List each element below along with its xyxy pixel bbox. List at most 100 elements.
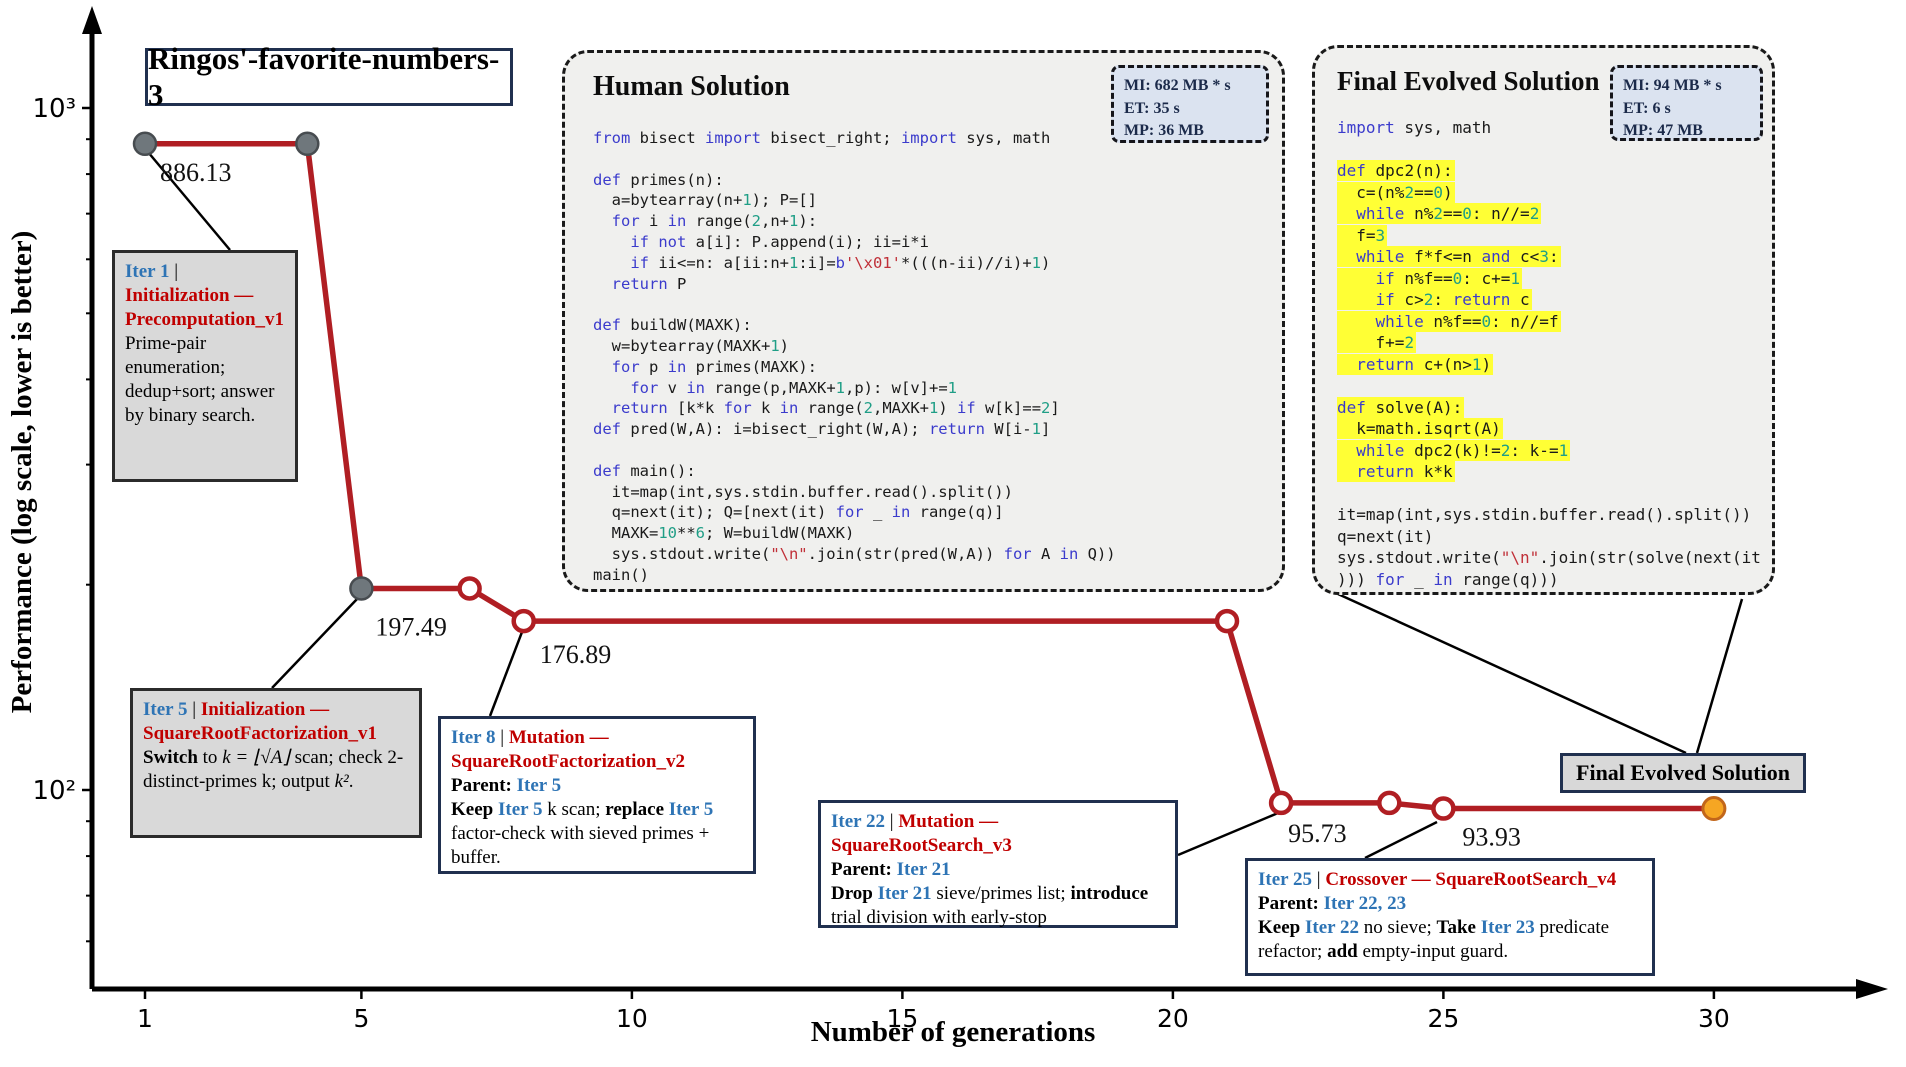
code-line: return k*k (1337, 461, 1761, 484)
code-line: if ii<=n: a[ii:n+1:i]=b'\x01'*(((n-ii)//… (630, 253, 1051, 272)
evolved-solution-heading: Final Evolved Solution (1337, 66, 1600, 96)
annotation-text-segment: Iter 25 (1258, 869, 1312, 890)
annotation-connector (147, 151, 231, 251)
annotation-connector (1695, 598, 1744, 754)
code-line: f=3 (1337, 224, 1388, 246)
annotation-connector (271, 597, 359, 689)
annotation-text-segment: replace (605, 798, 669, 820)
code-line: MAXK=10**6; W=buildW(MAXK) (593, 524, 855, 543)
annotation-text-segment: Iter 22 (1304, 916, 1359, 938)
data-point-open (457, 576, 482, 601)
annotation-text-segment: Keep (451, 798, 498, 820)
annotation-text-segment: factor-check with sieved primes + buffer… (451, 822, 710, 868)
code-line: k=math.isqrt(A) (1337, 418, 1503, 439)
annotation-iter-25: Iter 25 | Crossover — SquareRootSearch_v… (1245, 858, 1655, 976)
code-line (593, 150, 1116, 171)
y-axis-arrowhead (82, 6, 102, 34)
annotation-text-segment: Drop (831, 882, 878, 904)
annotation-text-segment: trial division with early-stop (831, 906, 1047, 928)
annotation-text-segment: k scan; (542, 798, 606, 820)
code-line: a=bytearray(n+1); P=[] (593, 191, 817, 210)
x-axis-arrowhead (1856, 979, 1888, 999)
x-tick-label: 25 (1427, 1004, 1459, 1033)
annotation-text-segment: Iter 5 (497, 798, 543, 820)
code-line: it=map(int,sys.stdin.buffer.read().split… (1337, 505, 1752, 524)
annotation-text-segment: Keep (1258, 916, 1305, 938)
human-solution-code: from bisect import bisect_right; import … (593, 129, 1116, 587)
code-line: def primes(n): (593, 170, 724, 189)
human-solution-panel: Human Solution MI: 682 MB * s ET: 35 s MP:… (562, 50, 1285, 592)
x-tick-label: 30 (1698, 1004, 1730, 1033)
data-point-gray (295, 131, 320, 157)
annotation-iter-1: Iter 1 | Initialization — Precomputation… (112, 250, 298, 482)
point-value-label: 886.13 (160, 158, 232, 187)
code-line: it=map(int,sys.stdin.buffer.read().split… (593, 482, 1013, 501)
code-line: if c>2: return c (1337, 289, 1761, 312)
annotation-text-segment: scan; check 2-distinct-primes k; output (143, 746, 404, 792)
annotation-text-segment: Crossover — SquareRootSearch_v4 (1325, 869, 1617, 890)
code-line: def dpc2(n): (1337, 160, 1455, 181)
annotation-text-segment: k² (334, 770, 349, 792)
y-tick-label: 10³ (32, 94, 76, 124)
annotation-text-segment: Iter 22, 23 (1323, 892, 1407, 914)
annotation-iter-8: Iter 8 | Mutation — SquareRootFactorizat… (438, 716, 756, 874)
problem-title-box: Ringos'-favorite-numbers-3 (145, 41, 513, 112)
code-line: sys.stdout.write("\n".join(str(solve(nex… (1337, 548, 1761, 567)
code-line: c=(n%2==0) (1337, 181, 1455, 203)
code-line: while n%2==0: n//=2 (1337, 203, 1761, 226)
metric-line: MP: 47 MB (1623, 122, 1703, 140)
annotation-text-segment: Prime-pair enumeration; dedup+sort; answ… (125, 332, 275, 426)
annotation-connector (1177, 811, 1279, 857)
annotation-text-segment: Iter 22 (831, 811, 885, 832)
point-value-label: 95.73 (1288, 819, 1347, 848)
annotation-text-segment: sieve/primes list; (931, 882, 1071, 904)
annotation-text-segment: Switch (143, 746, 198, 768)
code-line: sys.stdout.write("\n".join(str(pred(W,A)… (593, 544, 1116, 563)
annotation-text-segment: Mutation — SquareRootSearch_v3 (831, 811, 1012, 856)
annotation-connector (488, 631, 524, 717)
annotation-text-segment: k = ⌊√A⌋ (222, 746, 290, 768)
code-line: def main(): (593, 461, 696, 480)
code-line: def pred(W,A): i=bisect_right(W,A); retu… (593, 420, 1051, 439)
evolved-solution-metrics-badge: MI: 94 MB * s ET: 6 s MP: 47 MB (1610, 65, 1763, 141)
code-line: return [k*k for k in range(2,MAXK+1) if … (611, 399, 1060, 418)
x-tick-label: 15 (886, 1004, 918, 1033)
code-line: for i in range(2,n+1): (611, 212, 818, 231)
code-line: q=next(it); Q=[next(it) for _ in range(q… (593, 503, 1004, 522)
annotation-text-segment: predicate refactor; (1258, 916, 1610, 962)
code-line: import sys, math (1337, 118, 1492, 137)
annotation-text-segment: empty-input guard. (1357, 940, 1509, 962)
human-solution-metrics-badge: MI: 682 MB * s ET: 35 s MP: 36 MB (1111, 65, 1269, 143)
annotation-text-segment: Iter 5 (143, 699, 188, 720)
data-point-gray (132, 131, 158, 157)
annotation-text-segment: Parent: (831, 858, 897, 880)
code-line: main() (593, 565, 649, 584)
code-line: while n%f==0: n//=f (1337, 310, 1761, 334)
code-line (1337, 376, 1761, 398)
code-line: ))) for _ in range(q))) (1337, 569, 1559, 589)
data-point-open (1377, 790, 1402, 816)
metric-line: MP: 36 MB (1124, 122, 1204, 140)
code-line: f+=2 (1337, 332, 1417, 353)
annotation-text-segment: | (1312, 869, 1326, 890)
annotation-text-segment: Iter 8 (451, 727, 496, 748)
annotation-text-segment: introduce (1070, 882, 1149, 904)
final-evolved-solution-label: Final Evolved Solution (1560, 753, 1806, 793)
code-line: w=bytearray(MAXK+1) (593, 336, 789, 355)
x-axis-label: Number of generations (810, 1016, 1096, 1048)
code-line: if n%f==0: c+=1 (1337, 267, 1761, 291)
data-point-open (511, 608, 536, 634)
annotation-connector (1364, 820, 1438, 860)
annotation-connector (1337, 592, 1687, 755)
code-line: q=next(it) (1337, 526, 1434, 546)
annotation-text-segment: | (885, 811, 899, 832)
code-line: if not a[i]: P.append(i); ii=i*i (630, 232, 929, 251)
human-solution-heading: Human Solution (593, 71, 790, 102)
x-tick-label: 1 (137, 1004, 153, 1033)
code-line: while dpc2(k)!=2: k-=1 (1337, 439, 1761, 463)
data-point-open (1431, 796, 1456, 821)
annotation-text-segment: Iter 23 (1480, 916, 1535, 938)
code-line: def solve(A): (1337, 396, 1465, 418)
